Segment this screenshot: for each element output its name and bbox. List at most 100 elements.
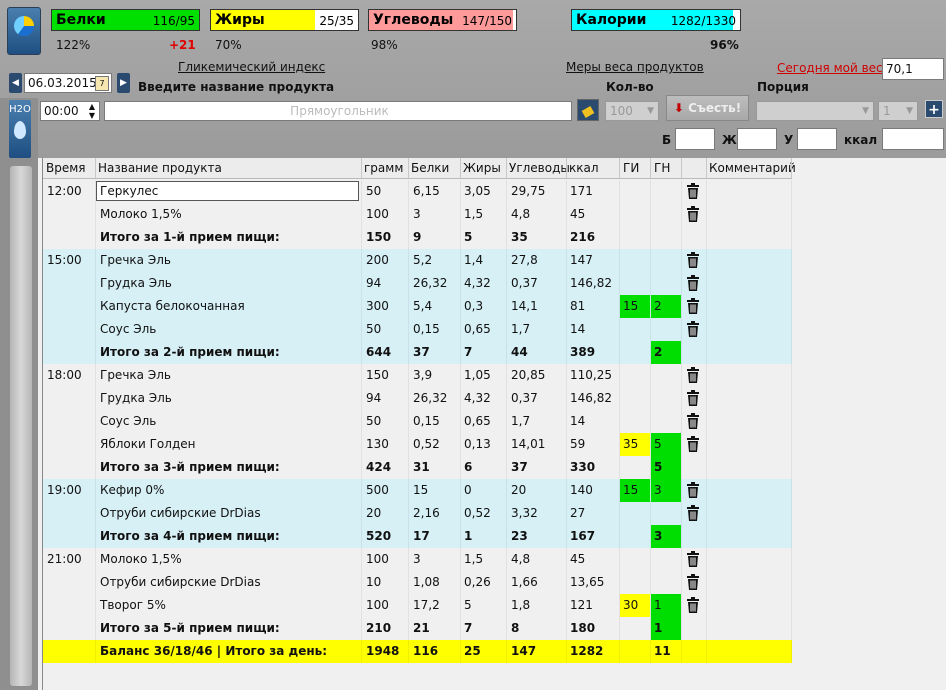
col-time[interactable]: Время [46, 161, 86, 175]
cell-carbs: 14,01 [511, 437, 546, 451]
table-row[interactable]: Грудка Эль 94 26,32 4,32 0,37 146,82 [43, 387, 792, 410]
column-separator [791, 341, 792, 364]
column-separator [791, 571, 792, 594]
column-separator [460, 249, 461, 272]
trash-icon[interactable] [686, 321, 700, 337]
column-separator [706, 203, 707, 226]
column-separator [619, 318, 620, 341]
water-tracker-button[interactable]: H2O [9, 100, 31, 158]
table-row[interactable]: 19:00 Кефир 0% 500 15 0 20 140 15 3 [43, 479, 792, 502]
table-row[interactable]: Молоко 1,5% 100 3 1,5 4,8 45 [43, 203, 792, 226]
col-product[interactable]: Название продукта [98, 161, 222, 175]
calc-protein-input[interactable] [675, 128, 715, 150]
table-row[interactable]: Творог 5% 100 17,2 5 1,8 121 30 1 [43, 594, 792, 617]
table-row[interactable]: Капуста белокочанная 300 5,4 0,3 14,1 81 15 2 [43, 295, 792, 318]
calc-fat-input[interactable] [737, 128, 777, 150]
cell-kcal: 216 [570, 230, 596, 244]
table-row[interactable]: 15:00 Гречка Эль 200 5,2 1,4 27,8 147 [43, 249, 792, 272]
column-separator [408, 249, 409, 272]
column-separator [506, 318, 507, 341]
calendar-icon[interactable]: 7 [95, 76, 109, 91]
next-day-button[interactable]: ▶ [117, 73, 130, 93]
eat-button[interactable]: ⬇ Съесть! [666, 95, 749, 121]
trash-icon[interactable] [686, 252, 700, 268]
cell-carbs: 1,8 [511, 598, 531, 612]
col-grams[interactable]: грамм [364, 161, 404, 175]
col-fat[interactable]: Жиры [463, 161, 501, 175]
column-separator [706, 594, 707, 617]
weight-measures-link[interactable]: Меры веса продуктов [566, 60, 704, 74]
chevron-down-icon: ▼ [647, 106, 654, 116]
fat-percent: 70% [215, 38, 242, 52]
cell-grams: 94 [366, 276, 382, 290]
calc-kcal-input[interactable] [882, 128, 944, 150]
trash-icon[interactable] [686, 275, 700, 291]
add-icon[interactable]: + [925, 100, 943, 118]
column-separator [706, 295, 707, 318]
my-weight-link[interactable]: Сегодня мой вес: [777, 61, 887, 75]
col-comment[interactable]: Комментарий [709, 161, 796, 175]
column-separator [566, 617, 567, 640]
table-row[interactable]: Соус Эль 50 0,15 0,65 1,7 14 [43, 410, 792, 433]
col-gn[interactable]: ГН [654, 161, 671, 175]
portion-count-select[interactable]: 1 ▼ [878, 101, 918, 121]
trash-icon[interactable] [686, 482, 700, 498]
column-separator [566, 571, 567, 594]
cell-carbs: 29,75 [511, 184, 546, 198]
col-protein[interactable]: Белки [411, 161, 450, 175]
column-separator [506, 364, 507, 387]
trash-icon[interactable] [686, 367, 700, 383]
column-separator [681, 479, 682, 502]
app-chart-icon[interactable] [7, 7, 41, 55]
calc-carbs-input[interactable] [797, 128, 837, 150]
column-separator [791, 479, 792, 502]
col-carbs[interactable]: Углеводы [509, 161, 570, 175]
trash-icon[interactable] [686, 551, 700, 567]
column-separator [791, 410, 792, 433]
col-kcal[interactable]: ккал [569, 161, 599, 175]
table-row[interactable]: Грудка Эль 94 26,32 4,32 0,37 146,82 [43, 272, 792, 295]
table-row[interactable]: 18:00 Гречка Эль 150 3,9 1,05 20,85 110,25 [43, 364, 792, 387]
glycemic-index-link[interactable]: Гликемический индекс [178, 60, 326, 74]
trash-icon[interactable] [686, 413, 700, 429]
weight-input[interactable]: 70,1 [882, 58, 944, 80]
column-separator [408, 272, 409, 295]
column-separator [566, 203, 567, 226]
table-row[interactable]: Отруби сибирские DrDias 10 1,08 0,26 1,66 13,… [43, 571, 792, 594]
column-separator [95, 525, 96, 548]
cell-protein: 3,9 [413, 368, 433, 382]
trash-icon[interactable] [686, 505, 700, 521]
column-separator [408, 318, 409, 341]
trash-icon[interactable] [686, 390, 700, 406]
trash-icon[interactable] [686, 183, 700, 199]
table-row[interactable]: 21:00 Молоко 1,5% 100 3 1,5 4,8 45 [43, 548, 792, 571]
col-gi[interactable]: ГИ [623, 161, 640, 175]
table-row[interactable]: Соус Эль 50 0,15 0,65 1,7 14 [43, 318, 792, 341]
column-separator [460, 571, 461, 594]
time-input[interactable]: 00:00 ▲ ▼ [40, 101, 100, 121]
column-separator [95, 387, 96, 410]
product-search-input[interactable]: Прямоугольник [104, 101, 572, 121]
cell-fat: 0,52 [464, 506, 491, 520]
date-input[interactable]: 06.03.2015 7 [24, 73, 112, 93]
clear-broom-icon[interactable] [577, 99, 599, 121]
column-separator [650, 272, 651, 295]
trash-icon[interactable] [686, 597, 700, 613]
quantity-select[interactable]: 100 ▼ [605, 101, 659, 121]
table-row[interactable]: Яблоки Голден 130 0,52 0,13 14,01 59 35 5 [43, 433, 792, 456]
cell-protein: 1,08 [413, 575, 440, 589]
table-row[interactable]: 12:00 Геркулес 50 6,15 3,05 29,75 171 [43, 180, 792, 203]
portion-select[interactable]: ▼ [756, 101, 874, 121]
time-spinner-icon[interactable]: ▲ ▼ [88, 102, 95, 120]
table-row[interactable]: Отруби сибирские DrDias 20 2,16 0,52 3,32 27 [43, 502, 792, 525]
column-separator [95, 295, 96, 318]
trash-icon[interactable] [686, 206, 700, 222]
left-scrollbar[interactable] [10, 166, 32, 686]
column-separator [506, 502, 507, 525]
column-separator [566, 479, 567, 502]
cell-protein: 15 [413, 483, 429, 497]
prev-day-button[interactable]: ◀ [9, 73, 22, 93]
trash-icon[interactable] [686, 298, 700, 314]
trash-icon[interactable] [686, 574, 700, 590]
trash-icon[interactable] [686, 436, 700, 452]
